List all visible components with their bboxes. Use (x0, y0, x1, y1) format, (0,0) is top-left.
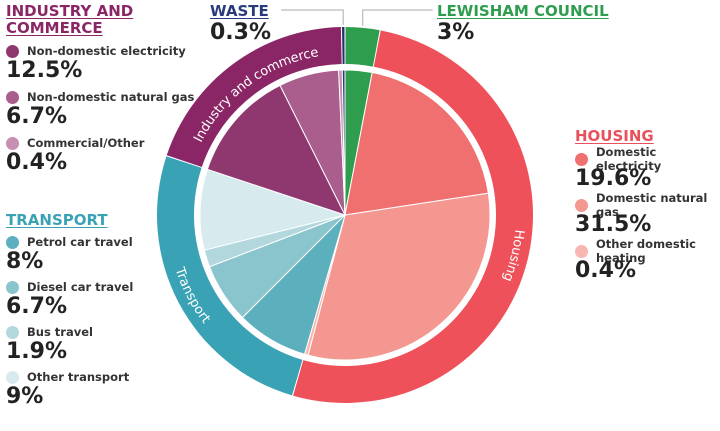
legend-item-other-domestic-heating: Other domestic heating 0.4% (575, 237, 720, 283)
legend-item-commercial-other: Commercial/Other 0.4% (6, 135, 206, 175)
legend-item-domestic-electricity: Domestic electricity 19.6% (575, 145, 720, 191)
ring-segment-industry-and-commerce (166, 27, 342, 168)
legend-label: Commercial/Other (27, 136, 145, 150)
legend-council-title: LEWISHAM COUNCIL (437, 2, 609, 20)
legend-value: 19.6% (575, 166, 652, 191)
legend-value: 1.9% (6, 339, 68, 364)
legend-value: 8% (6, 249, 44, 274)
legend-label: Other transport (27, 370, 130, 384)
legend-value: 6.7% (6, 104, 68, 129)
legend-industry-title: INDUSTRY AND COMMERCE (6, 2, 134, 37)
swatch-non-domestic-gas (6, 90, 19, 104)
legend-label: Petrol car travel (27, 235, 133, 249)
legend-housing-title: HOUSING (575, 127, 654, 145)
swatch-domestic-gas (575, 198, 588, 212)
legend-label: Non-domestic electricity (27, 44, 186, 58)
ring-segment-waste (342, 27, 345, 65)
legend-value: 6.7% (6, 294, 68, 319)
pie-slice-domestic-natural-gas (307, 192, 491, 361)
legend-item-bus: Bus travel 1.9% (6, 324, 186, 364)
legend-value: 9% (6, 384, 44, 409)
legend-item-non-domestic-gas: Non-domestic natural gas 6.7% (6, 89, 206, 129)
legend-label: Other domestic heating (596, 237, 696, 265)
legend-value: 0.4% (6, 150, 68, 175)
swatch-diesel-car (6, 280, 19, 294)
legend-item-non-domestic-electricity: Non-domestic electricity 12.5% (6, 43, 206, 83)
swatch-petrol-car (6, 235, 19, 249)
legend-value: 31.5% (575, 212, 652, 237)
legend-label: Domestic natural gas (596, 191, 708, 219)
swatch-domestic-electricity (575, 152, 588, 166)
pie-slice-other-transport (199, 168, 347, 251)
legend-housing: HOUSING Domestic electricity 19.6% Domes… (575, 128, 720, 283)
leader-waste (281, 9, 344, 28)
legend-value: 0.4% (575, 258, 637, 283)
legend-council: LEWISHAM COUNCIL 3% (437, 3, 637, 46)
legend-value: 12.5% (6, 58, 83, 83)
swatch-commercial-other (6, 136, 19, 150)
legend-item-petrol-car: Petrol car travel 8% (6, 234, 186, 274)
swatch-bus (6, 325, 19, 339)
swatch-non-domestic-electricity (6, 44, 19, 58)
pie-slice-domestic-electricity (344, 71, 489, 216)
leader-lewisham-council (362, 9, 433, 28)
legend-label: Diesel car travel (27, 280, 134, 294)
ring-segment-lewisham-council (345, 27, 380, 67)
legend-item-diesel-car: Diesel car travel 6.7% (6, 279, 186, 319)
legend-label: Bus travel (27, 325, 93, 339)
legend-label: Non-domestic natural gas (27, 90, 195, 104)
legend-council-value: 3% (437, 20, 475, 45)
legend-label: Domestic electricity (596, 145, 662, 173)
legend-transport: TRANSPORT Petrol car travel 8% Diesel ca… (6, 212, 186, 409)
legend-item-domestic-gas: Domestic natural gas 31.5% (575, 191, 720, 237)
ring-segment-transport (156, 156, 303, 396)
subsector-pie (199, 69, 491, 361)
pie-slice-non-domestic-electricity (206, 84, 346, 216)
swatch-other-transport (6, 370, 19, 384)
leader-lines (281, 9, 433, 28)
swatch-other-domestic-heating (575, 244, 588, 258)
legend-industry: INDUSTRY AND COMMERCE Non-domestic elect… (6, 3, 206, 175)
legend-transport-title: TRANSPORT (6, 211, 108, 229)
legend-item-other-transport: Other transport 9% (6, 369, 186, 409)
legend-waste: WASTE 0.3% (210, 3, 300, 46)
ring-segment-housing (293, 30, 534, 404)
legend-waste-value: 0.3% (210, 20, 272, 45)
pie-slice-waste (341, 69, 346, 216)
legend-waste-title: WASTE (210, 2, 269, 20)
